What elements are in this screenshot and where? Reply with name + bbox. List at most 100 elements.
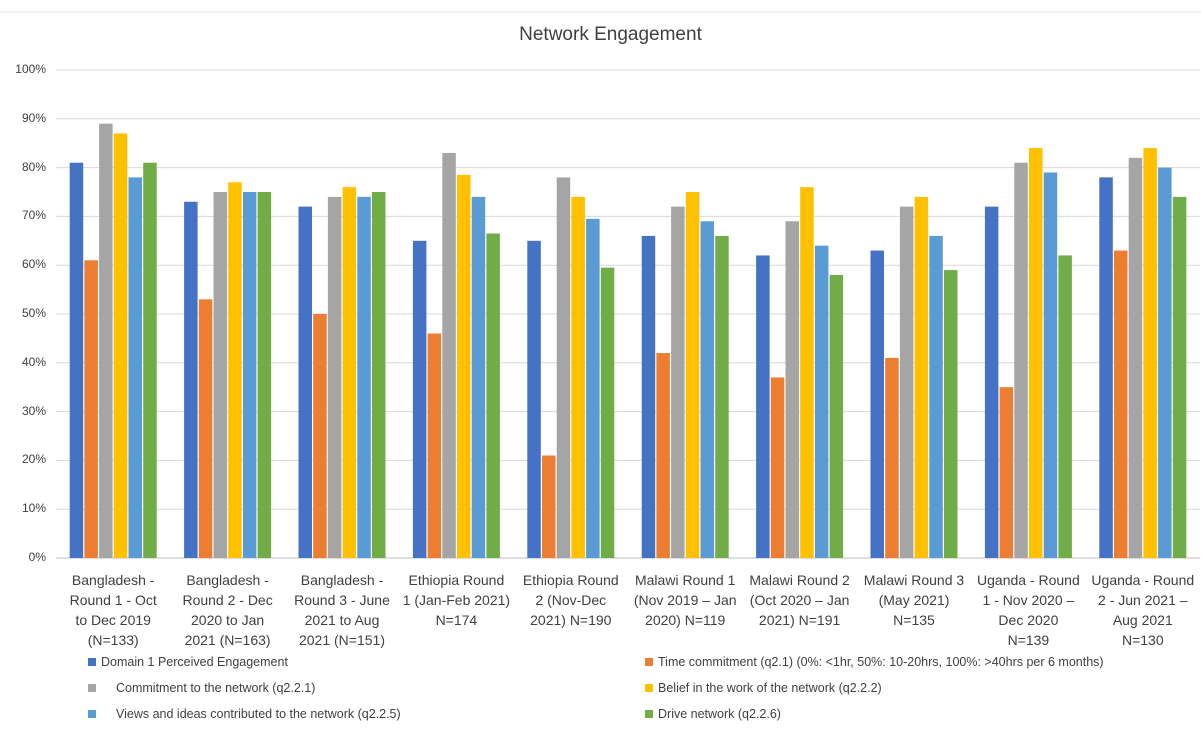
bar: [642, 236, 656, 558]
x-tick-label: Malawi Round 3 (May 2021) N=135: [855, 570, 973, 630]
bar: [656, 353, 670, 558]
bar: [328, 197, 342, 558]
bar: [701, 221, 715, 558]
bar: [299, 207, 313, 558]
bar: [129, 177, 143, 558]
legend-label: Time commitment (q2.1) (0%: <1hr, 50%: 1…: [658, 655, 1104, 669]
y-tick-label: 90%: [2, 111, 46, 125]
bar: [428, 334, 442, 558]
legend-label: Commitment to the network (q2.2.1): [116, 681, 315, 695]
bar: [571, 197, 585, 558]
bar: [786, 221, 800, 558]
bar: [944, 270, 958, 558]
bar: [258, 192, 272, 558]
bar: [199, 299, 213, 558]
x-tick-label: Bangladesh - Round 3 - June 2021 to Aug …: [283, 570, 401, 650]
x-tick-label: Malawi Round 2 (Oct 2020 – Jan 2021) N=1…: [741, 570, 859, 630]
bar: [114, 133, 128, 558]
legend-swatch: [645, 658, 653, 666]
bar: [830, 275, 844, 558]
y-tick-label: 50%: [2, 306, 46, 320]
bar: [1000, 387, 1014, 558]
legend-swatch: [88, 658, 96, 666]
y-tick-label: 80%: [2, 160, 46, 174]
bar: [601, 268, 615, 558]
bar: [557, 177, 571, 558]
legend-swatch: [645, 684, 653, 692]
bar: [815, 246, 829, 558]
bar: [457, 175, 471, 558]
bar: [313, 314, 327, 558]
bar: [715, 236, 729, 558]
legend-swatch: [645, 710, 653, 718]
legend-swatch: [88, 684, 96, 692]
bar: [686, 192, 700, 558]
bar: [1044, 172, 1058, 558]
bar: [1029, 148, 1043, 558]
bar: [1129, 158, 1143, 558]
bar: [243, 192, 257, 558]
bar: [527, 241, 541, 558]
bar: [1143, 148, 1157, 558]
bar: [214, 192, 228, 558]
bar: [915, 197, 929, 558]
bar: [472, 197, 486, 558]
bar: [1058, 255, 1072, 558]
bar: [871, 251, 885, 558]
bar: [70, 163, 84, 558]
x-tick-label: Malawi Round 1 (Nov 2019 – Jan 2020) N=1…: [626, 570, 744, 630]
legend-item: Commitment to the network (q2.2.1): [88, 681, 315, 695]
bar: [1014, 163, 1028, 558]
x-tick-label: Ethiopia Round 2 (Nov-Dec 2021) N=190: [512, 570, 630, 630]
y-tick-label: 0%: [2, 550, 46, 564]
x-tick-label: Uganda - Round 2 - Jun 2021 – Aug 2021 N…: [1084, 570, 1201, 650]
legend-label: Domain 1 Perceived Engagement: [101, 655, 288, 669]
y-tick-label: 40%: [2, 355, 46, 369]
bar: [99, 124, 113, 558]
legend-label: Views and ideas contributed to the netwo…: [116, 707, 401, 721]
bar: [228, 182, 242, 558]
legend-item: Time commitment (q2.1) (0%: <1hr, 50%: 1…: [645, 655, 1104, 669]
x-tick-label: Uganda - Round 1 - Nov 2020 – Dec 2020 N…: [969, 570, 1087, 650]
bar: [929, 236, 943, 558]
y-tick-label: 20%: [2, 452, 46, 466]
x-tick-label: Ethiopia Round 1 (Jan-Feb 2021) N=174: [397, 570, 515, 630]
y-tick-label: 70%: [2, 208, 46, 222]
legend-item: Drive network (q2.2.6): [645, 707, 781, 721]
bar: [1158, 168, 1172, 558]
y-tick-label: 60%: [2, 257, 46, 271]
legend-item: Domain 1 Perceived Engagement: [88, 655, 288, 669]
legend-label: Belief in the work of the network (q2.2.…: [658, 681, 882, 695]
legend-label: Drive network (q2.2.6): [658, 707, 781, 721]
bar: [184, 202, 198, 558]
y-tick-label: 30%: [2, 404, 46, 418]
bar: [372, 192, 386, 558]
legend-swatch: [88, 710, 96, 718]
y-tick-label: 100%: [2, 62, 46, 76]
bar: [1114, 251, 1128, 558]
bar: [442, 153, 456, 558]
bar: [671, 207, 685, 558]
bar: [143, 163, 157, 558]
legend-item: Views and ideas contributed to the netwo…: [88, 707, 401, 721]
bar: [900, 207, 914, 558]
bar: [486, 233, 500, 558]
bar: [586, 219, 600, 558]
bar: [985, 207, 999, 558]
bar: [885, 358, 899, 558]
bar: [542, 456, 556, 558]
bar: [771, 377, 785, 558]
bar: [84, 260, 98, 558]
bar: [413, 241, 427, 558]
bar: [343, 187, 357, 558]
legend-item: Belief in the work of the network (q2.2.…: [645, 681, 882, 695]
bar: [1099, 177, 1113, 558]
bar: [357, 197, 371, 558]
y-tick-label: 10%: [2, 501, 46, 515]
bar: [800, 187, 814, 558]
bar: [756, 255, 770, 558]
x-tick-label: Bangladesh - Round 2 - Dec 2020 to Jan 2…: [169, 570, 287, 650]
x-tick-label: Bangladesh - Round 1 - Oct to Dec 2019 (…: [54, 570, 172, 650]
bar: [1173, 197, 1187, 558]
